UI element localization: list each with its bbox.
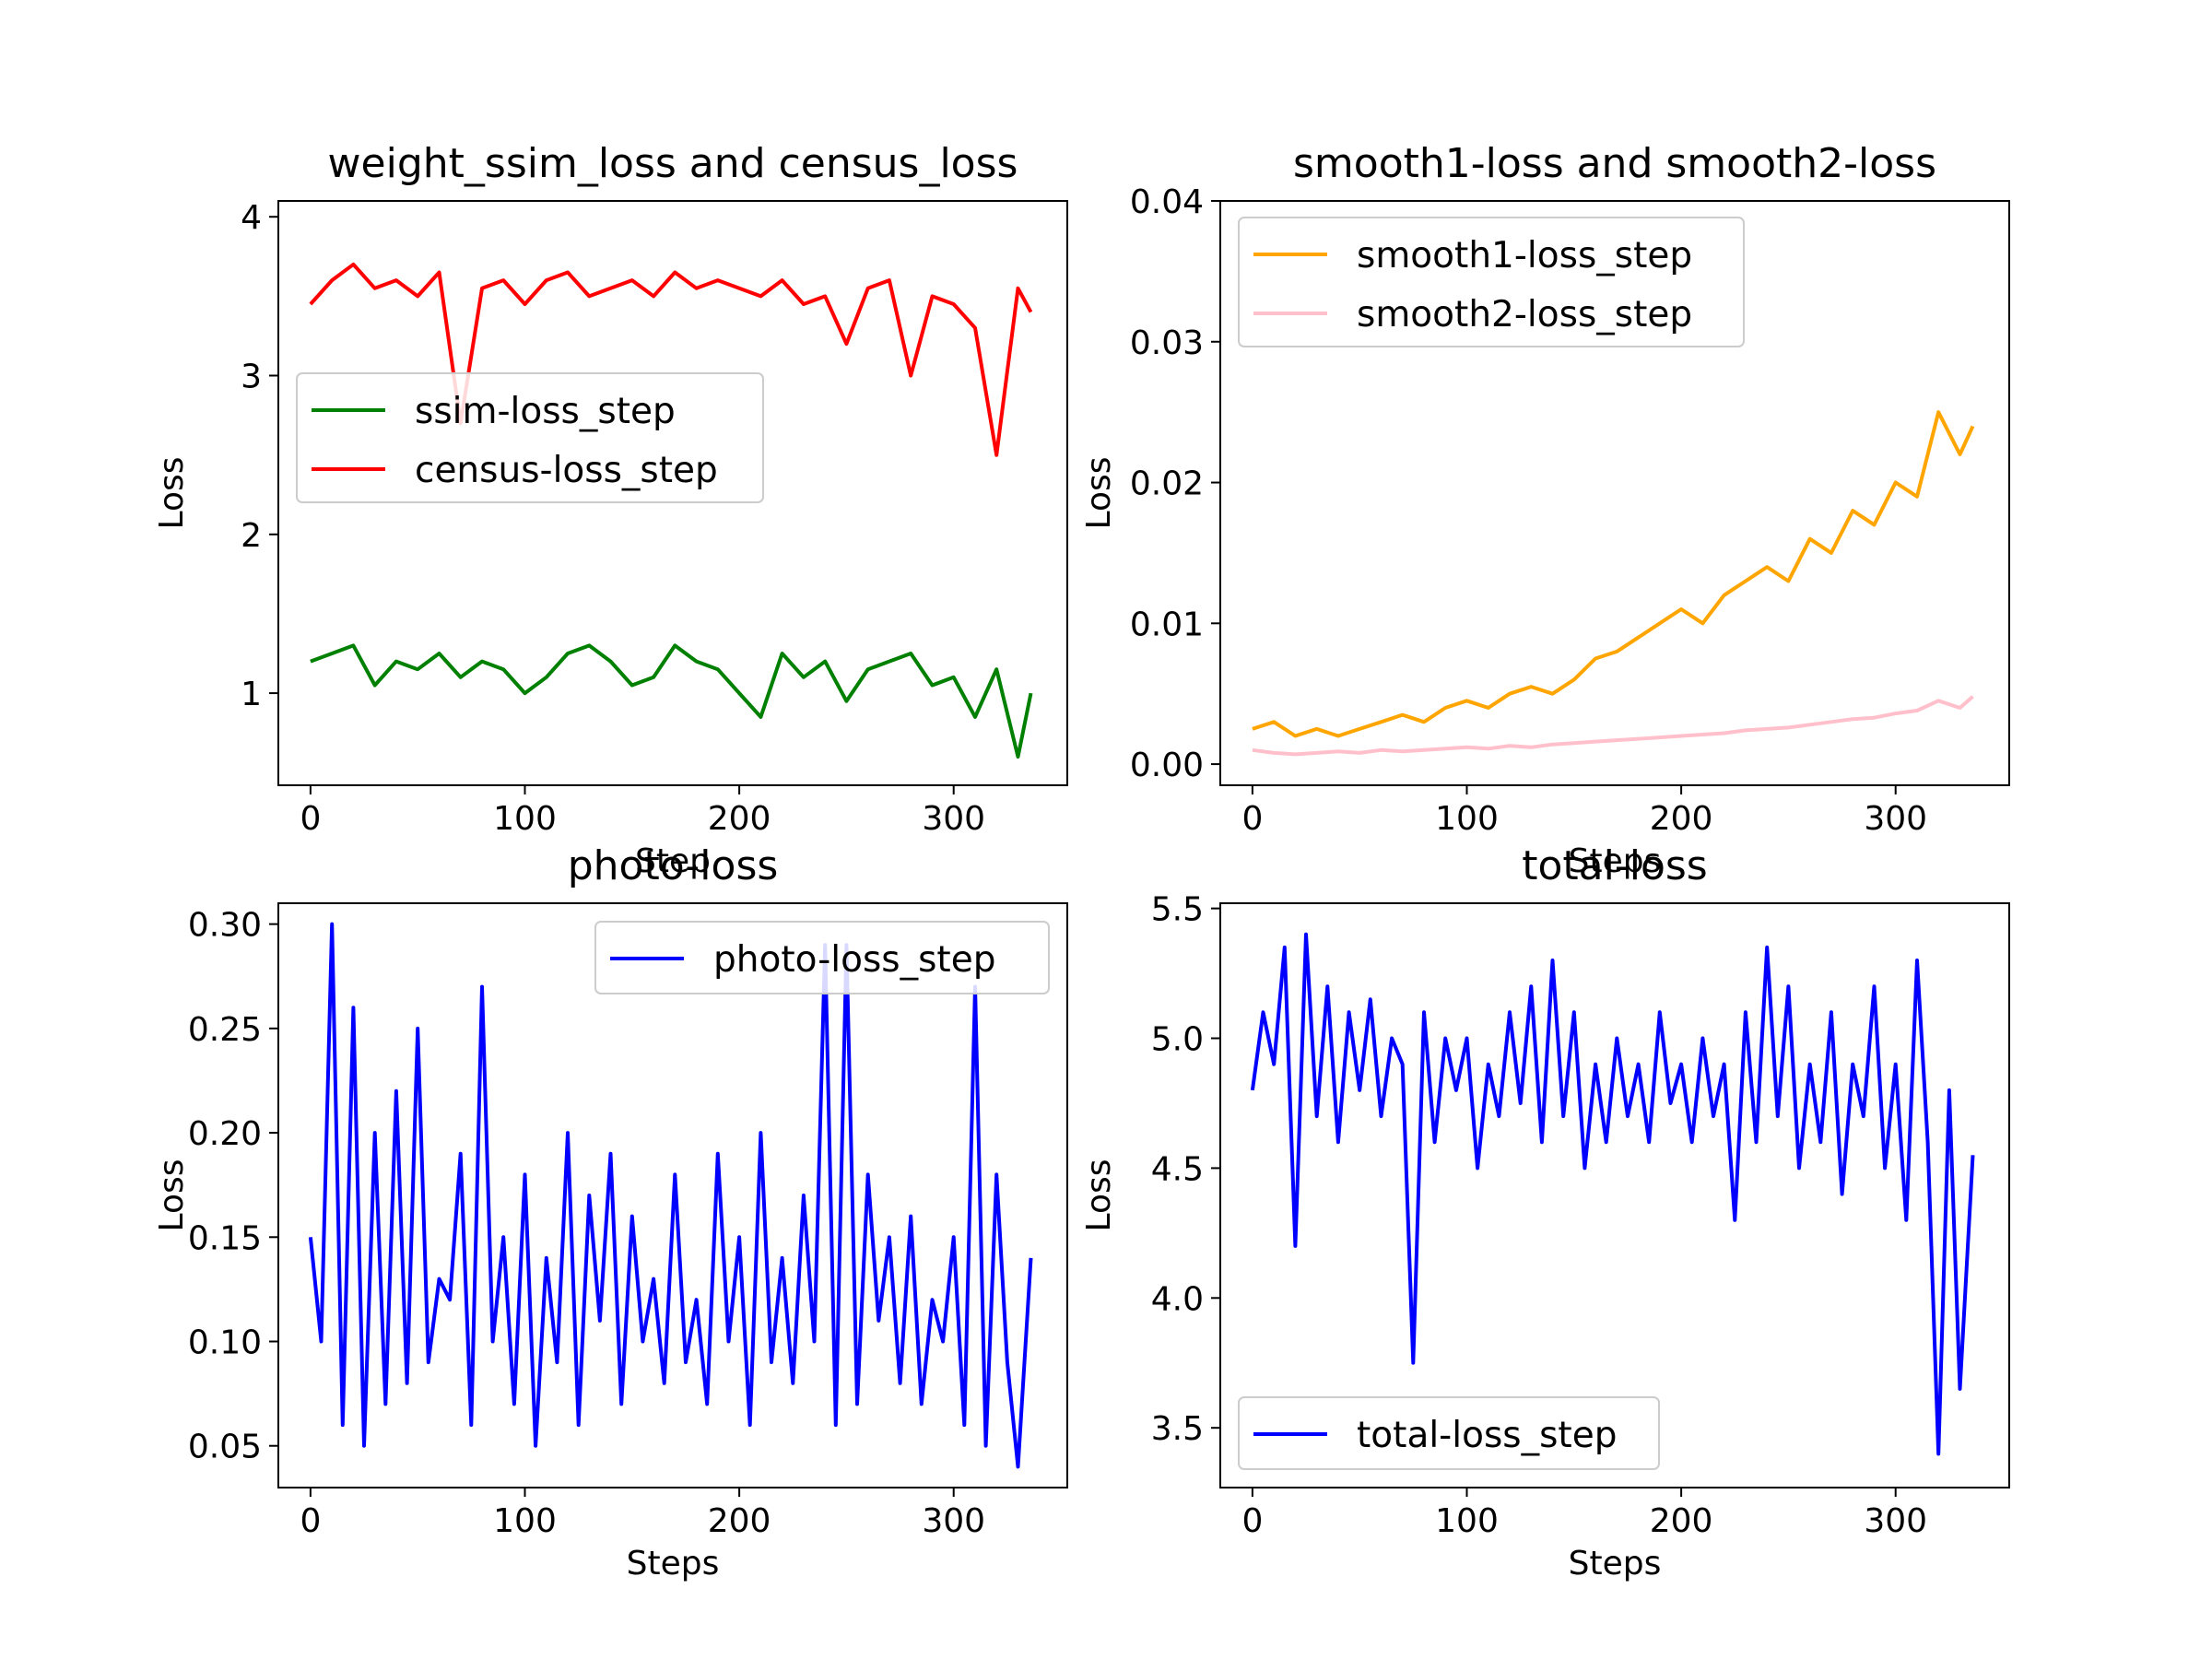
x-axis-label: Steps [1569,842,1662,880]
x-axis-label: Steps [627,1545,720,1583]
y-tick-label: 3 [241,359,262,396]
y-tick-label: 0.03 [1130,324,1204,362]
x-tick-label: 0 [300,800,321,838]
y-tick-label: 0.02 [1130,465,1204,503]
chart-title: weight_ssim_loss and census_loss [328,140,1018,187]
x-tick-label: 200 [1650,800,1713,838]
y-tick-label: 0.10 [188,1324,262,1362]
y-tick-label: 4.5 [1151,1150,1204,1188]
legend-label: census-loss_step [415,450,718,491]
chart-title: smooth1-loss and smooth2-loss [1293,140,1936,187]
legend-label: ssim-loss_step [415,391,676,432]
legend-label: smooth2-loss_step [1357,294,1692,335]
series-line-photo-loss_step [308,922,1033,1469]
chart-title: photo-loss [568,842,779,889]
y-tick-label: 3.5 [1151,1410,1204,1448]
legend-box [1238,1396,1660,1470]
y-tick-label: 0.20 [188,1115,262,1153]
axes-frame [277,902,1068,1488]
series-line-census-loss_step [309,262,1033,457]
legend-label: photo-loss_step [713,939,995,981]
y-tick-label: 0.25 [188,1011,262,1049]
y-tick-label: 5.5 [1151,891,1204,929]
y-tick-label: 5.0 [1151,1021,1204,1059]
legend-box [1238,217,1745,347]
series-line-total-loss_step [1250,932,1975,1456]
x-tick-label: 300 [1864,800,1927,838]
x-tick-label: 100 [1435,1502,1499,1540]
x-tick-label: 100 [493,1502,557,1540]
x-tick-label: 200 [708,800,771,838]
series-line-smooth2-loss_step [1252,695,1974,757]
y-tick-label: 2 [241,517,262,555]
y-tick-label: 4 [241,199,262,237]
legend-label: smooth1-loss_step [1357,235,1692,276]
y-tick-label: 0.15 [188,1219,262,1257]
y-tick-label: 0.30 [188,907,262,945]
y-axis-label: Loss [153,1159,191,1232]
series-line-ssim-loss_step [310,643,1033,759]
legend-label: total-loss_step [1357,1415,1617,1456]
x-tick-label: 0 [1241,1502,1263,1540]
y-tick-label: 0.01 [1130,606,1204,643]
legend-box [296,372,764,503]
x-axis-label: Steps [1569,1545,1662,1583]
y-tick-label: 0.00 [1130,747,1204,784]
subplot-total-loss: 0 100 200 300 3.5 4.0 4.5 5.0 5.5 Steps Loss total-… [1080,842,2010,1583]
y-axis-label: Loss [1080,457,1118,530]
y-tick-label: 4.0 [1151,1280,1204,1318]
x-tick-label: 100 [1435,800,1499,838]
x-tick-label: 200 [708,1502,771,1540]
chart-title: total-loss [1522,842,1707,889]
series-line-smooth1-loss_step [1252,410,1975,738]
y-tick-label: 1 [241,676,262,713]
x-tick-label: 300 [1864,1502,1927,1540]
y-axis-label: Loss [153,457,191,530]
axes-frame [1219,902,2010,1488]
subplot-smooth: 0 100 200 300 0.00 0.01 0.02 0.03 0.04 Steps Loss s… [1080,140,2010,880]
subplot-ssim-census: 0 100 200 300 1 2 3 4 Step Loss weight_ssim_loss a… [153,140,1068,880]
legend-box [594,921,1050,994]
y-axis-label: Loss [1080,1159,1118,1232]
subplot-photo-loss: 0 100 200 300 0.05 0.10 0.15 0.20 0.25 0.30 Steps L… [153,842,1068,1583]
y-tick-label: 0.04 [1130,183,1204,221]
x-axis-label: Step [635,842,711,880]
y-tick-label: 0.05 [188,1429,262,1466]
axes-frame [277,200,1068,786]
x-tick-label: 300 [922,1502,985,1540]
axes-frame [1219,200,2010,786]
x-tick-label: 300 [922,800,985,838]
x-tick-label: 200 [1650,1502,1713,1540]
x-tick-label: 100 [493,800,557,838]
x-tick-label: 0 [300,1502,321,1540]
x-tick-label: 0 [1241,800,1263,838]
